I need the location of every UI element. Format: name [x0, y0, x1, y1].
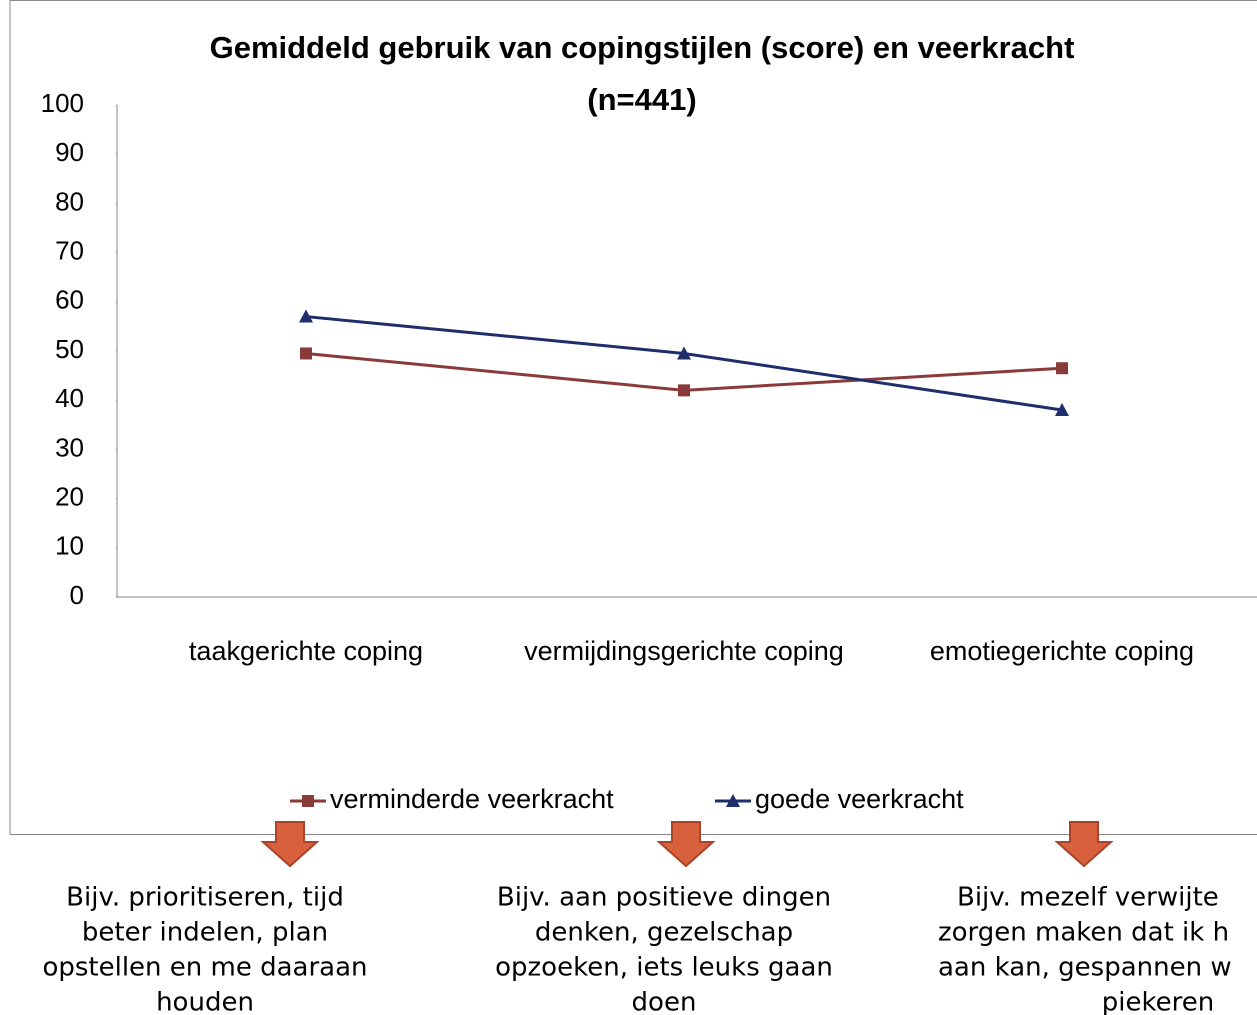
- annotation-line: denken, gezelschap: [535, 918, 793, 948]
- x-tick-label: vermijdingsgerichte coping: [524, 636, 844, 666]
- annotation-line: Bijv. mezelf verwijte: [957, 883, 1219, 913]
- annotation-line: houden: [156, 988, 254, 1015]
- y-tick-label: 70: [55, 235, 84, 265]
- y-tick-label: 90: [55, 137, 84, 167]
- arrow: [260, 821, 320, 868]
- marker: [726, 794, 740, 807]
- y-tick-label: 60: [55, 285, 84, 315]
- y-tick-label: 0: [70, 580, 84, 610]
- marker: [299, 309, 313, 323]
- annotation-line: aan kan, gespannen w: [938, 953, 1232, 983]
- marker: [678, 384, 690, 397]
- marker: [1056, 362, 1068, 375]
- annotation-line: doen: [632, 988, 697, 1015]
- y-tick-label: 10: [55, 531, 84, 561]
- y-tick-label: 50: [55, 334, 84, 364]
- chart-subtitle: (n=441): [587, 82, 696, 117]
- y-tick-label: 80: [55, 186, 84, 216]
- legend-label: goede veerkracht: [755, 784, 964, 814]
- annotation-line: opzoeken, iets leuks gaan: [495, 953, 833, 983]
- legend-label: verminderde veerkracht: [330, 784, 614, 814]
- y-tick-label: 30: [55, 432, 84, 462]
- x-tick-label: taakgerichte coping: [189, 636, 423, 666]
- annotation-line: Bijv. aan positieve dingen: [497, 883, 831, 913]
- arrow: [1054, 821, 1114, 868]
- chart-title: Gemiddeld gebruik van copingstijlen (sco…: [210, 30, 1075, 65]
- marker: [1055, 403, 1069, 417]
- annotation-line: zorgen maken dat ik h: [938, 918, 1229, 948]
- chart-border: [9, 0, 1257, 835]
- annotation-line: beter indelen, plan: [82, 918, 328, 948]
- y-tick-label: 100: [41, 88, 84, 118]
- marker: [300, 347, 312, 360]
- annotation-line: opstellen en me daaraan: [42, 953, 367, 983]
- y-tick-label: 20: [55, 481, 84, 511]
- y-tick-label: 40: [55, 383, 84, 413]
- marker: [302, 795, 314, 807]
- annotation-line: Bijv. prioritiseren, tijd: [66, 883, 344, 913]
- arrow: [656, 821, 716, 868]
- marker: [677, 346, 691, 360]
- x-tick-label: emotiegerichte coping: [930, 636, 1194, 666]
- annotation-line: piekeren: [1102, 988, 1214, 1015]
